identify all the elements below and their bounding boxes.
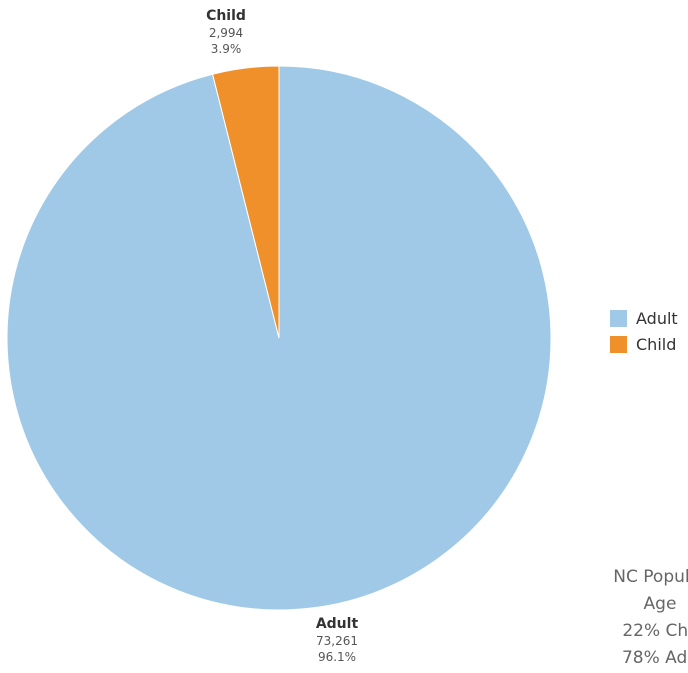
note-line: Age (643, 594, 677, 614)
slice-label-percent-child: 3.9% (211, 42, 242, 56)
note-line: 78% Adu (621, 648, 688, 668)
pie-slices (6, 65, 552, 611)
legend-item-child[interactable]: Child (610, 331, 678, 357)
pie-slice-labels: Adult 73,261 96.1% Child 2,994 3.9% (206, 8, 358, 664)
legend-label-child: Child (636, 334, 677, 354)
note-line: NC Populat (613, 567, 688, 587)
slice-label-percent-adult: 96.1% (318, 650, 356, 664)
population-note: NC Populat Age 22% Chil 78% Adu (570, 564, 688, 672)
slice-label-name-child: Child (206, 8, 246, 24)
legend-label-adult: Adult (636, 308, 678, 328)
slice-label-name-adult: Adult (316, 616, 359, 632)
legend-swatch-adult (610, 309, 627, 327)
slice-label-value-child: 2,994 (209, 26, 243, 40)
legend-item-adult[interactable]: Adult (610, 305, 678, 331)
legend-swatch-child (610, 335, 627, 353)
slice-label-value-adult: 73,261 (316, 634, 358, 648)
note-line: 22% Chil (622, 621, 688, 641)
pie-slice-child[interactable] (211, 65, 280, 339)
legend: Adult Child (610, 305, 678, 357)
